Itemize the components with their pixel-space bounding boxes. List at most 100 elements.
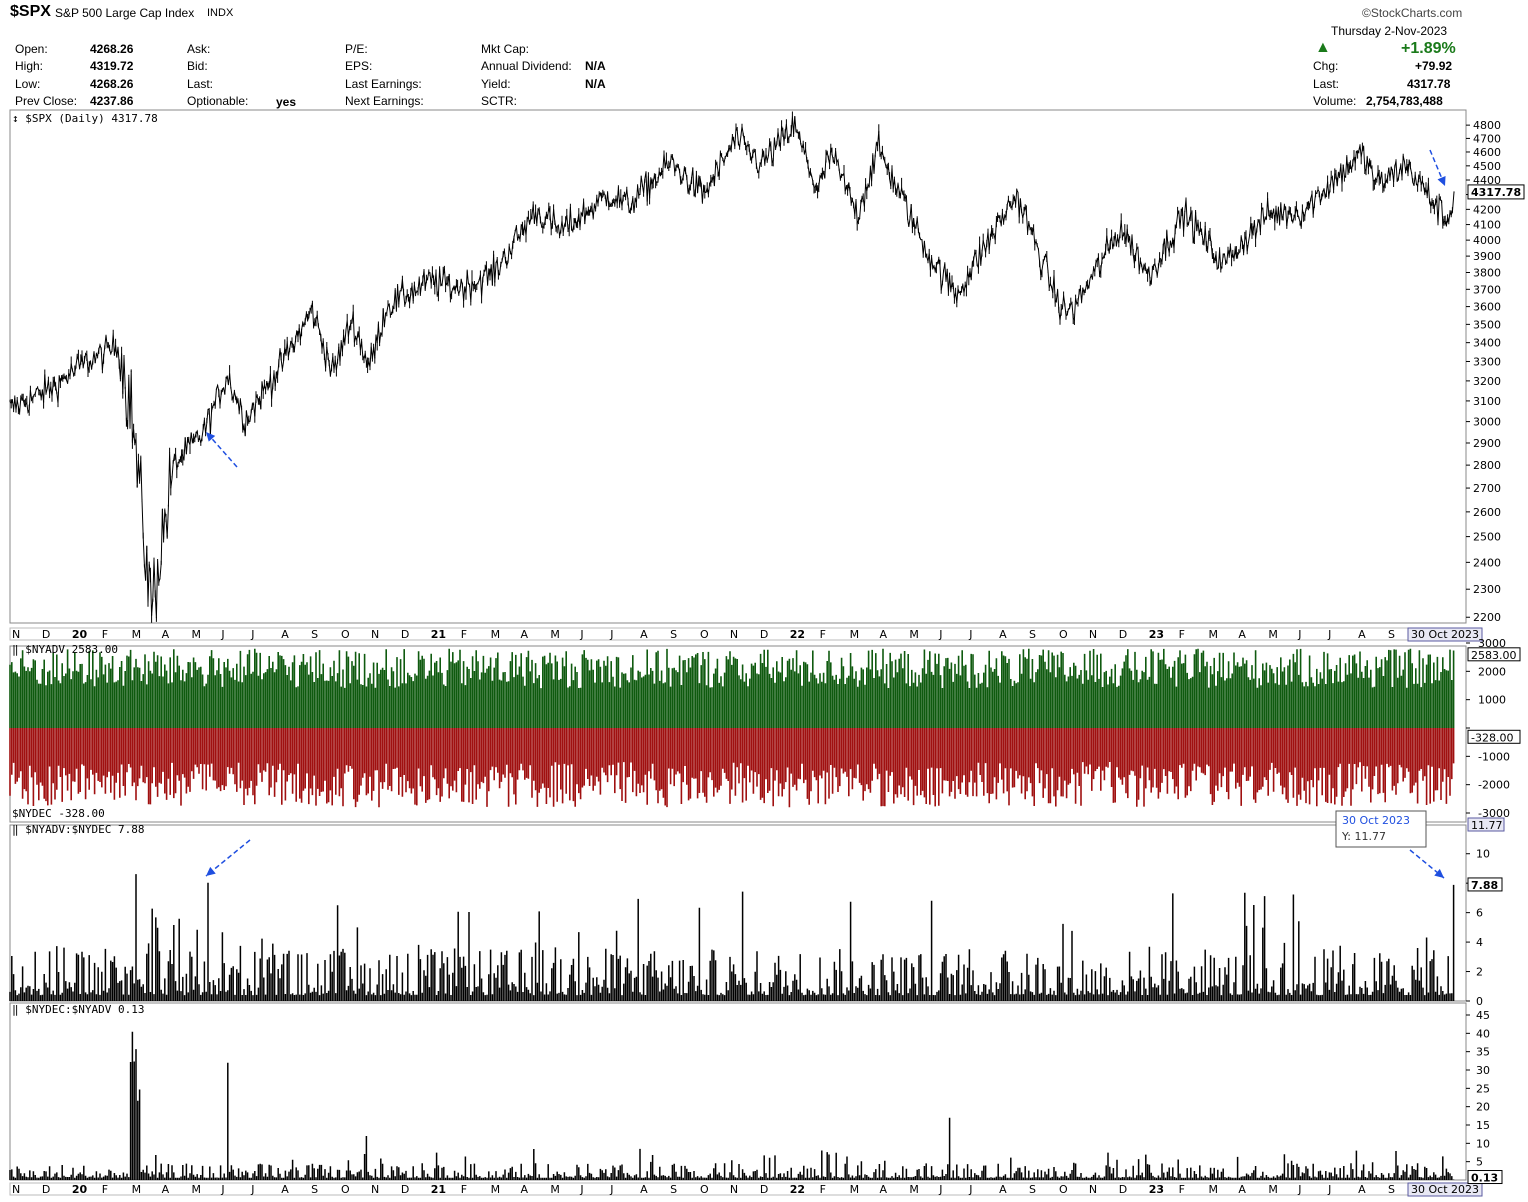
x-axis-label-bottom: D	[760, 1183, 768, 1196]
panel-frame	[9, 1002, 1467, 1181]
y-tick-label: 1000	[1478, 694, 1506, 707]
quote-label: Low:	[15, 77, 41, 91]
x-axis-label-bottom: O	[1059, 1183, 1068, 1196]
x-axis-label-top: J	[968, 628, 972, 641]
inverse-ratio-title: ‖ $NYDEC:$NYADV 0.13	[12, 1003, 144, 1016]
x-axis-label-top: N	[1089, 628, 1097, 641]
x-axis-label-bottom: J	[1327, 1183, 1331, 1196]
volume-label: Volume:	[1313, 94, 1357, 108]
quote-label: Open:	[15, 42, 48, 56]
quote-value: N/A	[585, 77, 606, 91]
x-axis-label-top: N	[371, 628, 379, 641]
last-price-box	[1467, 184, 1525, 200]
quote-date: Thursday 2-Nov-2023	[1331, 24, 1448, 38]
y-tick-label: 2300	[1473, 583, 1501, 596]
x-axis-label-bottom: S	[1388, 1183, 1395, 1196]
y-tick-label: 3700	[1473, 283, 1501, 296]
y-tick-label: 2	[1476, 966, 1483, 979]
x-axis-label-top: A	[281, 628, 289, 641]
y-tick-label: 4800	[1473, 119, 1501, 132]
y-tick-label: 30	[1476, 1064, 1490, 1077]
x-axis-label-top: M	[850, 628, 860, 641]
y-tick-label: -1000	[1478, 750, 1510, 763]
y-tick-label: 3000	[1478, 637, 1506, 650]
y-tick-label: 15	[1476, 1119, 1490, 1132]
x-axis-label-top: M	[191, 628, 201, 641]
y-tick-label: 6	[1476, 907, 1483, 920]
panel-frame	[9, 109, 1467, 624]
x-axis-label-top: F	[461, 628, 467, 641]
price-line	[9, 116, 1455, 619]
brand-logo[interactable]: ©StockCharts.com	[1362, 6, 1463, 20]
quote-label: Mkt Cap:	[481, 42, 530, 56]
x-axis-label-top: D	[42, 628, 50, 641]
x-axis-label-top: M	[909, 628, 919, 641]
x-axis-label-bottom: N	[1089, 1183, 1097, 1196]
up-arrow-icon: ▲	[1315, 39, 1331, 56]
arrow-ratio-peak	[205, 839, 251, 877]
x-axis-label-top: 23	[1149, 628, 1164, 641]
y-tick-label: 45	[1476, 1009, 1490, 1022]
panel-frame	[9, 824, 1467, 1002]
x-axis-label-bottom: A	[162, 1183, 170, 1196]
quote-value: 4319.72	[90, 59, 134, 73]
x-axis-label-top: S	[670, 628, 677, 641]
ratio-max-label: 11.77	[1471, 819, 1503, 832]
arrow-covid-low-head	[206, 432, 216, 442]
x-axis-label-bottom: D	[401, 1183, 409, 1196]
quote-label: Bid:	[187, 59, 208, 73]
x-axis-label-bottom: O	[700, 1183, 709, 1196]
x-axis-label-top: A	[162, 628, 170, 641]
x-axis-label-top: D	[760, 628, 768, 641]
y-tick-label: 3600	[1473, 301, 1501, 314]
x-axis-label-bottom: A	[1358, 1183, 1366, 1196]
x-axis-label-top: A	[999, 628, 1007, 641]
y-tick-label: 2200	[1473, 611, 1501, 624]
y-tick-label: 2000	[1478, 665, 1506, 678]
x-axis-label-top: M	[1268, 628, 1278, 641]
x-axis-label-top: D	[401, 628, 409, 641]
y-tick-label: -3000	[1478, 807, 1510, 820]
x-axis-label-top: O	[700, 628, 709, 641]
y-tick-label: 10	[1476, 848, 1490, 861]
dec-last-box	[1467, 729, 1521, 744]
x-axis-label-top: A	[1238, 628, 1246, 641]
x-axis-label-bottom: A	[281, 1183, 289, 1196]
dec-title: $NYDEC -328.00	[12, 807, 105, 820]
y-tick-label: 20	[1476, 1101, 1490, 1114]
chg-value: +79.92	[1415, 59, 1453, 73]
quote-value: N/A	[585, 59, 606, 73]
x-axis-label-bottom: S	[670, 1183, 677, 1196]
x-axis-label-bottom: D	[1119, 1183, 1127, 1196]
x-axis-label-top: O	[341, 628, 350, 641]
x-axis-label-top: 20	[72, 628, 88, 641]
quote-value: 4268.26	[90, 77, 134, 91]
chg-label: Chg:	[1313, 59, 1339, 73]
volume-value: 2,754,783,488	[1366, 94, 1443, 108]
last-value: 4317.78	[1407, 77, 1451, 91]
x-axis-label-top-end-box	[1407, 627, 1483, 642]
y-tick-label: 4700	[1473, 132, 1501, 145]
x-axis-label-top: A	[640, 628, 648, 641]
price-bars	[9, 111, 1455, 623]
x-axis-label-bottom-end-box	[1407, 1182, 1483, 1197]
exchange: INDX	[207, 7, 234, 19]
x-axis-label-top: N	[12, 628, 20, 641]
y-tick-label: 3800	[1473, 266, 1501, 279]
y-tick-label: 2400	[1473, 556, 1501, 569]
x-axis-label-bottom: J	[609, 1183, 613, 1196]
ratio-last-box	[1467, 877, 1503, 892]
y-tick-label: 25	[1476, 1082, 1490, 1095]
quote-value: yes	[276, 95, 297, 109]
x-axis-label-top: F	[820, 628, 826, 641]
x-axis-label-bottom: 21	[431, 1183, 446, 1196]
quote-label: High:	[15, 59, 44, 73]
adv-last-label: 2583.00	[1471, 649, 1517, 662]
y-tick-label: 2500	[1473, 531, 1501, 544]
x-axis-label-top-end: 30 Oct 2023	[1411, 628, 1479, 641]
y-tick-label: 3400	[1473, 337, 1501, 350]
x-axis-label-top: 21	[431, 628, 446, 641]
x-axis-label-bottom: A	[521, 1183, 529, 1196]
x-axis-label-top: O	[1059, 628, 1068, 641]
quote-label: Last Earnings:	[345, 77, 422, 91]
